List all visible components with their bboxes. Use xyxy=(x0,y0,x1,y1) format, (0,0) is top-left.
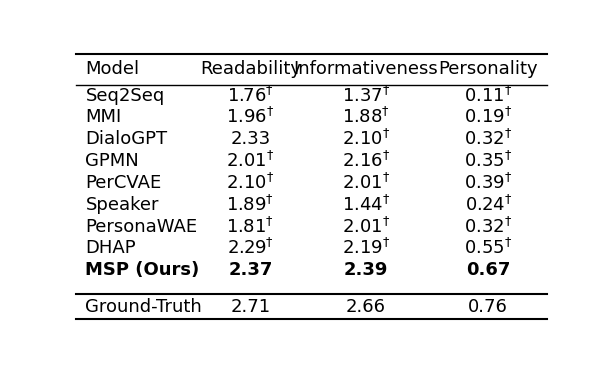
Text: Personality: Personality xyxy=(438,60,538,77)
Text: 0.32$^{\dagger}$: 0.32$^{\dagger}$ xyxy=(464,217,513,237)
Text: 2.01$^{\dagger}$: 2.01$^{\dagger}$ xyxy=(342,173,390,193)
Text: Informativeness: Informativeness xyxy=(294,60,438,77)
Text: 2.16$^{\dagger}$: 2.16$^{\dagger}$ xyxy=(342,151,390,171)
Text: Speaker: Speaker xyxy=(85,196,159,214)
Text: GPMN: GPMN xyxy=(85,152,139,170)
Text: 2.39: 2.39 xyxy=(344,261,388,279)
Text: 2.10$^{\dagger}$: 2.10$^{\dagger}$ xyxy=(342,129,390,149)
Text: 2.66: 2.66 xyxy=(346,298,386,316)
Text: 1.89$^{\dagger}$: 1.89$^{\dagger}$ xyxy=(226,195,274,215)
Text: 2.29$^{\dagger}$: 2.29$^{\dagger}$ xyxy=(227,238,274,259)
Text: 0.19$^{\dagger}$: 0.19$^{\dagger}$ xyxy=(464,107,513,127)
Text: DHAP: DHAP xyxy=(85,239,136,257)
Text: 1.88$^{\dagger}$: 1.88$^{\dagger}$ xyxy=(342,107,390,127)
Text: MMI: MMI xyxy=(85,108,122,126)
Text: 2.19$^{\dagger}$: 2.19$^{\dagger}$ xyxy=(342,238,390,259)
Text: MSP (Ours): MSP (Ours) xyxy=(85,261,199,279)
Text: Model: Model xyxy=(85,60,140,77)
Text: DialoGPT: DialoGPT xyxy=(85,130,168,148)
Text: 2.71: 2.71 xyxy=(230,298,271,316)
Text: Seq2Seq: Seq2Seq xyxy=(85,87,165,105)
Text: 2.01$^{\dagger}$: 2.01$^{\dagger}$ xyxy=(342,217,390,237)
Text: Ground-Truth: Ground-Truth xyxy=(85,298,202,316)
Text: PerCVAE: PerCVAE xyxy=(85,174,162,192)
Text: 0.39$^{\dagger}$: 0.39$^{\dagger}$ xyxy=(464,173,513,193)
Text: 0.35$^{\dagger}$: 0.35$^{\dagger}$ xyxy=(464,151,513,171)
Text: 1.81$^{\dagger}$: 1.81$^{\dagger}$ xyxy=(226,217,274,237)
Text: 0.76: 0.76 xyxy=(468,298,508,316)
Text: 1.44$^{\dagger}$: 1.44$^{\dagger}$ xyxy=(342,195,390,215)
Text: Readability: Readability xyxy=(200,60,301,77)
Text: 1.96$^{\dagger}$: 1.96$^{\dagger}$ xyxy=(226,107,274,127)
Text: 0.11$^{\dagger}$: 0.11$^{\dagger}$ xyxy=(464,85,513,105)
Text: 0.55$^{\dagger}$: 0.55$^{\dagger}$ xyxy=(464,238,513,259)
Text: PersonaWAE: PersonaWAE xyxy=(85,218,198,235)
Text: 0.24$^{\dagger}$: 0.24$^{\dagger}$ xyxy=(465,195,512,215)
Text: 2.10$^{\dagger}$: 2.10$^{\dagger}$ xyxy=(226,173,274,193)
Text: 0.32$^{\dagger}$: 0.32$^{\dagger}$ xyxy=(464,129,513,149)
Text: 1.76$^{\dagger}$: 1.76$^{\dagger}$ xyxy=(227,85,274,105)
Text: 0.67: 0.67 xyxy=(466,261,511,279)
Text: 2.01$^{\dagger}$: 2.01$^{\dagger}$ xyxy=(226,151,274,171)
Text: 1.37$^{\dagger}$: 1.37$^{\dagger}$ xyxy=(342,85,390,105)
Text: 2.37: 2.37 xyxy=(228,261,272,279)
Text: 2.33: 2.33 xyxy=(230,130,271,148)
